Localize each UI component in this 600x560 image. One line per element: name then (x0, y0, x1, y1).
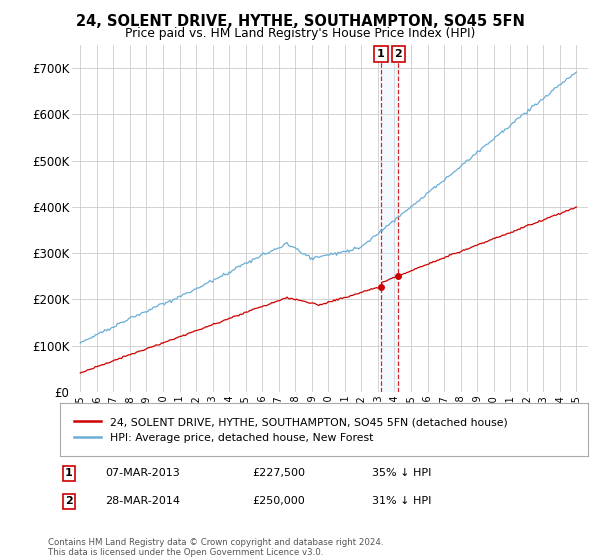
Legend: 24, SOLENT DRIVE, HYTHE, SOUTHAMPTON, SO45 5FN (detached house), HPI: Average pr: 24, SOLENT DRIVE, HYTHE, SOUTHAMPTON, SO… (71, 414, 511, 446)
Text: 1: 1 (377, 49, 385, 59)
Text: 31% ↓ HPI: 31% ↓ HPI (372, 496, 431, 506)
Text: Contains HM Land Registry data © Crown copyright and database right 2024.
This d: Contains HM Land Registry data © Crown c… (48, 538, 383, 557)
Text: 2: 2 (65, 496, 73, 506)
Text: £250,000: £250,000 (252, 496, 305, 506)
Bar (381, 45, 398, 392)
Text: 1: 1 (65, 468, 73, 478)
Text: £227,500: £227,500 (252, 468, 305, 478)
Text: 35% ↓ HPI: 35% ↓ HPI (372, 468, 431, 478)
Text: 2: 2 (394, 49, 402, 59)
Text: 24, SOLENT DRIVE, HYTHE, SOUTHAMPTON, SO45 5FN: 24, SOLENT DRIVE, HYTHE, SOUTHAMPTON, SO… (76, 14, 524, 29)
Text: 28-MAR-2014: 28-MAR-2014 (105, 496, 180, 506)
Text: Price paid vs. HM Land Registry's House Price Index (HPI): Price paid vs. HM Land Registry's House … (125, 27, 475, 40)
Text: 07-MAR-2013: 07-MAR-2013 (105, 468, 180, 478)
